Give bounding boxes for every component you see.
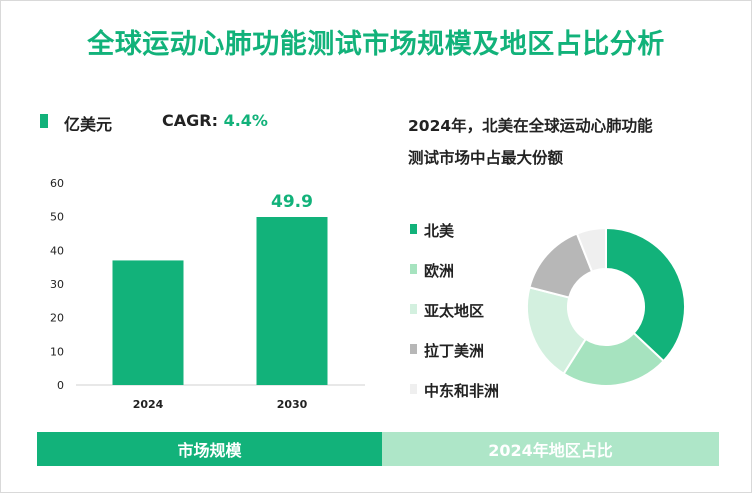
donut-chart [526, 228, 686, 386]
y-tick-label: 30 [50, 278, 64, 291]
market-size-band: 市场规模 [37, 432, 382, 466]
y-tick-label: 40 [50, 244, 64, 257]
legend-swatch [410, 264, 417, 274]
legend-label: 欧洲 [424, 262, 455, 280]
legend-label: 北美 [424, 222, 455, 240]
y-tick-label: 50 [50, 211, 64, 224]
pie-title: 2024年，北美在全球运动心肺功能 测试市场中占最大份额 [408, 110, 728, 174]
cagr-text: CAGR: 4.4% [162, 111, 268, 130]
donut-slice-4 [575, 228, 607, 273]
legend-swatch [410, 224, 417, 234]
pie-title-line2: 测试市场中占最大份额 [408, 149, 564, 167]
unit-swatch [40, 114, 48, 128]
bar-2024 [112, 260, 184, 385]
cagr-label: CAGR: [162, 111, 218, 130]
x-tick-label: 2024 [133, 398, 164, 411]
pie-title-line1: 2024年，北美在全球运动心肺功能 [408, 117, 653, 135]
donut-slice-0 [605, 228, 686, 363]
legend-label: 拉丁美洲 [424, 342, 485, 360]
x-tick-label: 2030 [277, 398, 308, 411]
y-tick-label: 60 [50, 177, 64, 190]
y-tick-label: 20 [50, 312, 64, 325]
bar-2030 [256, 217, 328, 385]
bar-value-label: 49.9 [271, 192, 313, 212]
y-tick-label: 10 [50, 345, 64, 358]
cagr-value: 4.4% [223, 111, 268, 130]
legend-swatch [410, 344, 417, 354]
y-tick-label: 0 [57, 379, 64, 392]
region-share-band: 2024年地区占比 [382, 432, 719, 466]
unit-label: 亿美元 [64, 115, 113, 134]
page-title: 全球运动心肺功能测试市场规模及地区占比分析 [87, 29, 665, 60]
legend-label: 中东和非洲 [424, 382, 500, 400]
legend-swatch [410, 304, 417, 314]
legend-swatch [410, 384, 417, 394]
legend-label: 亚太地区 [424, 302, 485, 320]
